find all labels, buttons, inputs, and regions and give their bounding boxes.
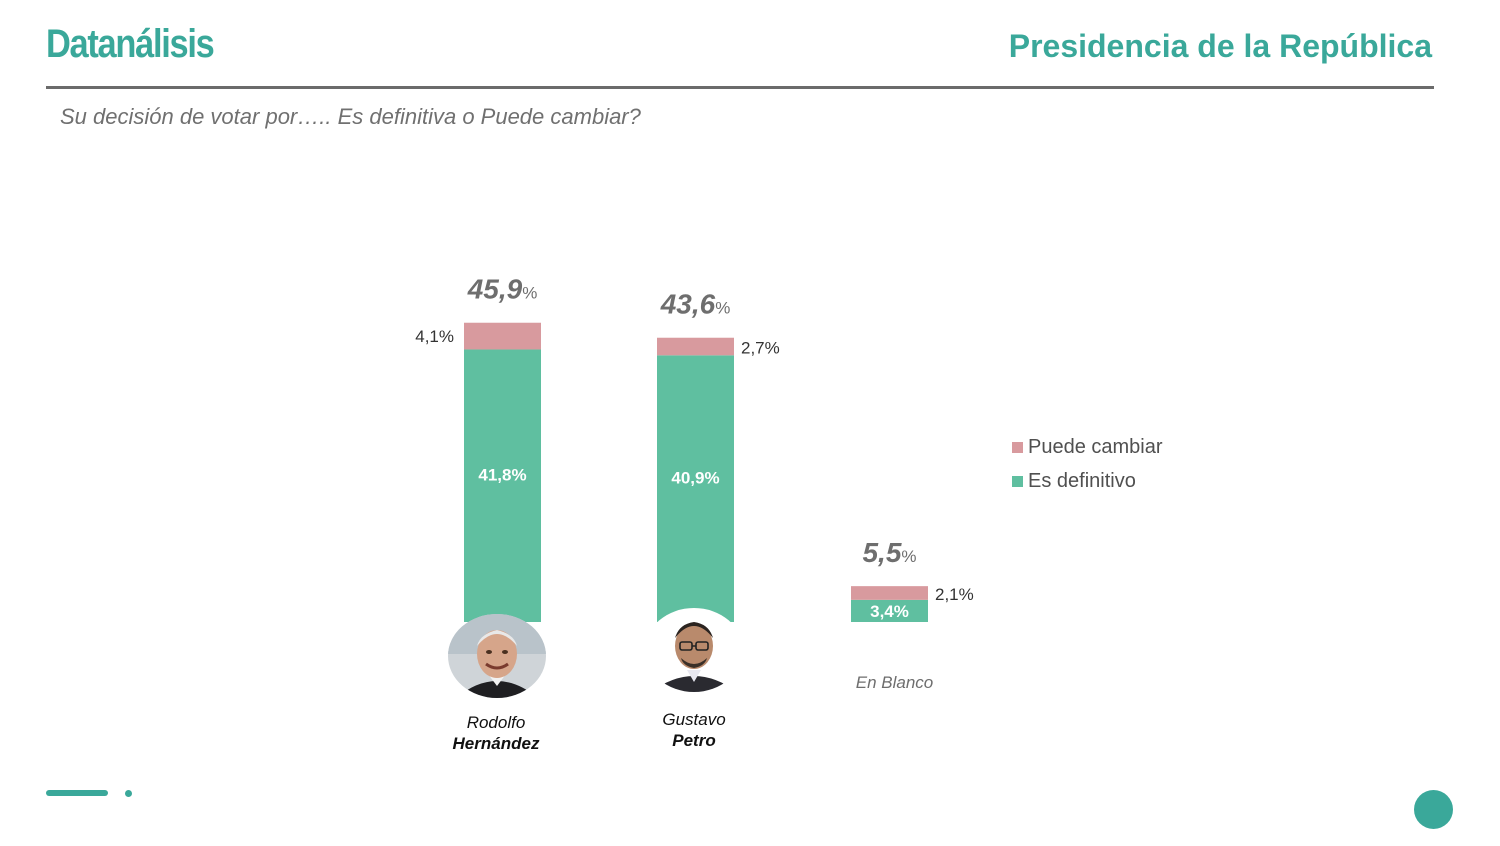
chart-legend: Puede cambiar Es definitivo bbox=[1012, 430, 1163, 498]
slide-indicator-icon bbox=[46, 790, 108, 796]
bar-segment-definitive bbox=[464, 349, 541, 622]
candidate-name-petro: Gustavo Petro bbox=[624, 709, 764, 751]
legend-swatch-definitive bbox=[1012, 475, 1023, 487]
bar-segment-definitive bbox=[657, 355, 734, 622]
bar-segment-can-change bbox=[657, 337, 734, 356]
legend-item-can-change: Puede cambiar bbox=[1012, 430, 1163, 464]
candidate-last-name: Hernández bbox=[452, 734, 540, 753]
legend-label: Es definitivo bbox=[1028, 469, 1136, 492]
bar-segment-can-change bbox=[851, 586, 928, 600]
person-photo-icon bbox=[448, 614, 546, 698]
candidate-first-name: Gustavo bbox=[662, 710, 726, 729]
data-label-total: 43,6% bbox=[660, 289, 731, 320]
bar-segment-definitive bbox=[851, 599, 928, 622]
legend-item-definitive: Es definitivo bbox=[1012, 464, 1163, 498]
legend-label: Puede cambiar bbox=[1028, 435, 1163, 458]
header-divider bbox=[46, 86, 1434, 89]
data-label-definitive: 41,8% bbox=[478, 465, 526, 484]
data-label-total: 5,5% bbox=[862, 537, 916, 568]
slide-dot-icon bbox=[125, 790, 132, 797]
bar-segment-can-change bbox=[464, 322, 541, 350]
data-label-can-change: 2,1% bbox=[935, 585, 974, 604]
page-title: Presidencia de la República bbox=[1008, 28, 1432, 64]
data-label-total: 45,9% bbox=[467, 274, 538, 305]
survey-question: Su decisión de votar por….. Es definitiv… bbox=[60, 104, 641, 129]
brand-logo: Datanálisis bbox=[46, 22, 215, 66]
category-label-blank: En Blanco bbox=[856, 673, 934, 692]
data-label-can-change: 2,7% bbox=[741, 339, 780, 358]
data-label-definitive: 3,4% bbox=[870, 602, 909, 621]
candidate-last-name: Petro bbox=[672, 731, 716, 750]
data-label-definitive: 40,9% bbox=[671, 468, 719, 487]
legend-swatch-can-change bbox=[1012, 441, 1023, 453]
data-label-can-change: 4,1% bbox=[415, 327, 454, 346]
page-circle-icon bbox=[1414, 790, 1453, 829]
person-photo-icon bbox=[645, 608, 743, 692]
candidate-name-hernandez: Rodolfo Hernández bbox=[426, 712, 566, 754]
candidate-first-name: Rodolfo bbox=[466, 713, 526, 732]
